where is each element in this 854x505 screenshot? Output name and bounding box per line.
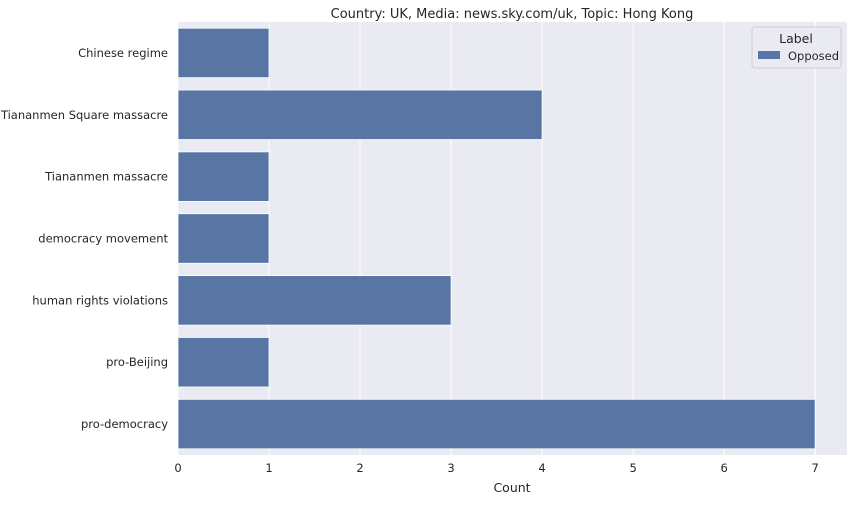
bar-4 [177, 275, 452, 326]
x-tick-label-2: 2 [356, 461, 363, 475]
bar-1 [177, 89, 543, 140]
chart-title: Country: UK, Media: news.sky.com/uk, Top… [331, 7, 694, 22]
y-tick-label-1: Tiananmen Square massacre [0, 108, 168, 122]
x-tick-label-5: 5 [629, 461, 636, 475]
y-tick-labels: Chinese regime Tiananmen Square massacre T… [0, 46, 168, 431]
x-tick-labels: 0 1 2 3 4 5 6 7 [174, 461, 818, 475]
bars [177, 27, 816, 450]
bar-3 [177, 213, 270, 264]
legend-entry-label: Opposed [788, 49, 839, 63]
x-tick-label-0: 0 [174, 461, 181, 475]
y-tick-label-5: pro-Beijing [106, 355, 168, 369]
bar-6 [177, 398, 816, 450]
y-tick-label-4: human rights violations [32, 293, 168, 307]
bar-2 [177, 151, 270, 202]
x-tick-label-3: 3 [447, 461, 454, 475]
x-tick-label-1: 1 [265, 461, 272, 475]
x-tick-label-6: 6 [720, 461, 727, 475]
plot-background [178, 22, 847, 455]
x-tick-label-7: 7 [811, 461, 818, 475]
y-tick-label-3: democracy movement [38, 232, 168, 246]
y-tick-label-0: Chinese regime [78, 46, 168, 60]
bar-0 [177, 27, 270, 79]
x-axis-label: Count [493, 480, 530, 495]
x-tick-label-4: 4 [538, 461, 545, 475]
y-tick-label-6: pro-democracy [81, 417, 168, 431]
y-tick-label-2: Tiananmen massacre [44, 170, 168, 184]
legend: Label Opposed [751, 26, 842, 69]
bar-5 [177, 337, 270, 388]
legend-title: Label [779, 31, 813, 46]
legend-swatch [758, 51, 780, 59]
